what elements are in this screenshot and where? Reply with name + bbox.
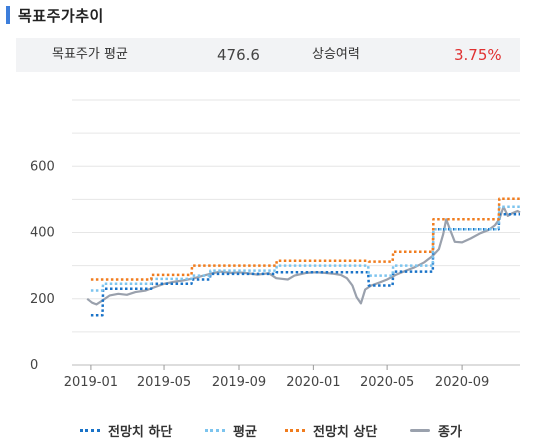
x-tick-label: 2019-01 — [64, 375, 118, 390]
upside-label: 상승여력 — [312, 47, 360, 62]
legend-label-low: 전망치 하단 — [108, 424, 173, 440]
avg-target-value: 476.6 — [217, 46, 260, 64]
y-tick-label: 0 — [30, 358, 38, 373]
series-line-high — [90, 197, 520, 281]
section-title: 목표주가추이 — [18, 6, 104, 25]
x-tick-label: 2020-05 — [360, 375, 414, 390]
legend-label-close: 종가 — [438, 424, 462, 440]
chart-grid — [72, 99, 520, 366]
x-tick-label: 2020-09 — [435, 375, 489, 390]
legend-swatch-avg — [205, 428, 225, 432]
title-accent-bar — [6, 6, 10, 24]
legend-swatch-low — [80, 428, 100, 432]
series-line-close — [86, 205, 521, 306]
legend-item-low[interactable]: 전망치 하단 — [80, 418, 172, 442]
avg-target-label: 목표주가 평균 — [52, 47, 128, 62]
legend-label-high: 전망치 상단 — [313, 424, 378, 440]
series-line-low — [90, 213, 520, 317]
chart-series — [86, 197, 521, 317]
x-tick-label: 2019-05 — [137, 375, 191, 390]
legend-label-avg: 평균 — [233, 424, 257, 440]
section-header: 목표주가추이 — [6, 3, 104, 27]
legend-swatch-high — [285, 428, 305, 432]
y-axis: 0 200 400 600 — [30, 159, 55, 373]
y-tick-label: 400 — [30, 226, 55, 241]
legend-item-close[interactable]: 종가 — [410, 418, 462, 442]
legend-item-avg[interactable]: 평균 — [205, 418, 257, 442]
series-line-avg — [90, 205, 520, 292]
x-axis: 2019-01 2019-05 2019-09 2020-01 2020-05 2020-… — [64, 364, 520, 390]
legend-item-high[interactable]: 전망치 상단 — [285, 418, 377, 442]
target-price-summary: 목표주가 평균 476.6 상승여력 3.75% — [16, 38, 520, 72]
x-tick-label: 2019-09 — [212, 375, 266, 390]
legend-swatch-close — [410, 428, 430, 432]
x-tick-label: 2020-01 — [286, 375, 340, 390]
y-tick-label: 200 — [30, 292, 55, 307]
chart-legend: 전망치 하단 평균 전망치 상단 종가 — [0, 418, 534, 442]
upside-value: 3.75% — [454, 46, 502, 64]
y-tick-label: 600 — [30, 159, 55, 174]
